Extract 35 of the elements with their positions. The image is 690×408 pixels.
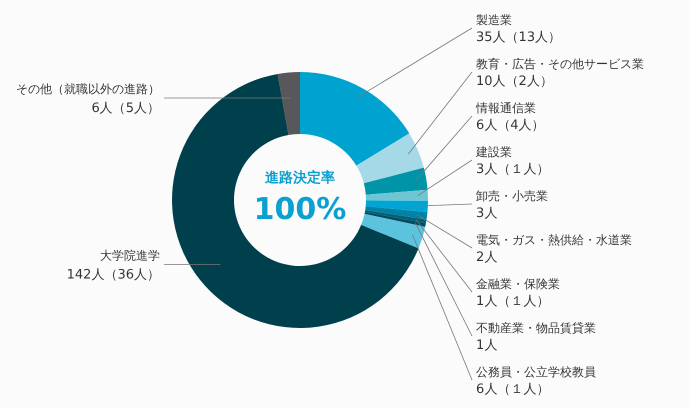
data-label: 6人（5人） [91,100,160,116]
donut-slice [172,74,419,328]
donut-slice [364,168,428,195]
donut-slice [278,72,300,136]
slice-label: 不動産業・物品賃貸業 [476,321,596,335]
text: 100% [254,192,346,227]
slice-label: 建設業 [475,145,512,159]
slice-label: その他（就職以外の進路） [16,82,160,96]
donut-slice [300,72,410,166]
donut-slice [364,212,426,227]
donut-slice [365,206,428,220]
slice-label: 公務員・公立学校教員 [476,365,596,379]
data-label: 1人 [476,338,498,353]
data-label: 6人（4人） [476,118,545,133]
slice-label: 卸売・小売業 [476,189,548,203]
donut-slice [361,214,426,248]
donut-slice [366,190,428,201]
text: 進路決定率 [264,169,335,186]
data-label: 3人（１人） [476,162,550,177]
slice-label: 金融業・保険業 [476,277,560,291]
data-label: 142人（36人） [66,267,160,282]
donut-slice [364,210,426,224]
slice-label: 情報通信業 [475,101,536,115]
slice-label: 製造業 [476,13,512,27]
slice-label: 教育・広告・その他サービス業 [476,57,644,71]
data-label: 35人（13人） [476,30,562,45]
slice-label: 電気・ガス・熱供給・水道業 [476,233,632,247]
donut-slice [356,133,424,184]
data-label: 10人（2人） [476,74,553,89]
donut-slice [366,200,428,212]
data-label: 6人（１人） [476,382,550,397]
data-label: 1人（１人） [476,294,550,309]
data-label: 2人 [476,250,498,265]
slice-label: 大学院進学 [100,248,160,262]
data-label: 3人 [476,206,498,221]
